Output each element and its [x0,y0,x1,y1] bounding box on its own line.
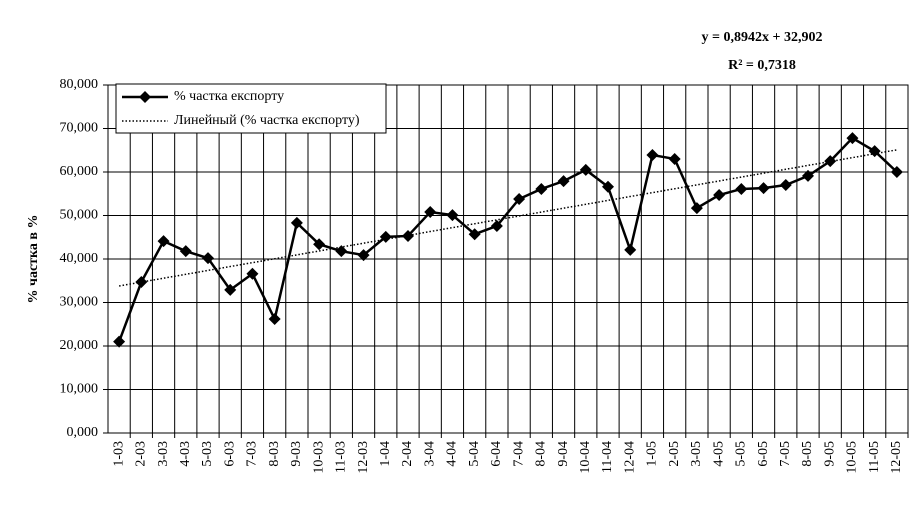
x-tick-label: 4-04 [445,441,460,467]
y-tick-label: 70,000 [60,121,99,136]
x-tick-label: 3-05 [689,441,704,467]
point [468,228,481,241]
point [179,245,192,258]
point [735,182,748,195]
point [446,209,459,222]
y-tick-label: 50,000 [60,208,99,223]
x-tick-label: 3-04 [422,441,437,467]
point [224,283,237,296]
y-tick-label: 20,000 [60,338,99,353]
point [135,276,148,289]
x-tick-label: 9-03 [289,441,304,467]
x-tick-label: 9-04 [556,441,571,467]
point [113,335,126,348]
legend-label: Линейный (% частка експорту) [174,113,360,128]
x-tick-label: 1-05 [645,441,660,467]
point [668,152,681,165]
x-tick-label: 12-04 [622,441,637,474]
x-tick-label: 11-04 [600,441,615,473]
point [557,175,570,188]
x-tick-label: 4-03 [178,441,193,467]
point [246,267,259,280]
x-tick-label: 7-03 [245,441,260,467]
x-tick-label: 6-04 [489,441,504,467]
x-tick-label: 1-04 [378,441,393,467]
point [646,149,659,162]
y-tick-label: 60,000 [60,164,99,179]
point [379,230,392,243]
x-tick-label: 1-03 [111,441,126,467]
x-tick-label: 2-04 [400,441,415,467]
point [713,189,726,202]
r-squared: R² = 0,7318 [728,58,796,73]
legend-box [115,83,387,134]
x-tick-label: 7-05 [778,441,793,467]
x-tick-label: 2-05 [667,441,682,467]
point [490,219,503,232]
point [602,180,614,193]
x-tick-label: 5-03 [200,441,215,467]
x-tick-label: 8-04 [534,441,549,467]
x-tick-label: 12-05 [889,441,904,474]
x-tick-label: 5-04 [467,441,482,467]
point [513,192,526,205]
point [690,202,703,215]
point [313,238,326,251]
x-tick-label: 11-03 [334,441,349,473]
y-tick-label: 80,000 [60,77,99,92]
point [357,249,370,262]
point [890,166,903,178]
x-tick-label: 10-05 [845,441,860,474]
x-tick-label: 8-03 [267,441,282,467]
point [779,179,792,192]
x-tick-label: 6-05 [756,441,771,467]
x-tick-label: 8-05 [800,441,815,467]
x-tick-label: 2-03 [134,441,149,467]
plot-border [107,84,909,434]
trend-line [118,149,898,287]
point [802,169,814,182]
x-tick-label: 12-03 [356,441,371,474]
trend-equation: y = 0,8942x + 32,902 [702,30,823,45]
y-tick-label: 30,000 [60,295,99,310]
x-tick-label: 4-05 [711,441,726,467]
x-tick-label: 9-05 [822,441,837,467]
legend-marker [139,91,151,103]
point [402,229,414,242]
point [335,245,348,258]
y-axis-label: % частка в % [26,215,41,304]
x-tick-label: 11-05 [867,441,882,473]
point [624,243,637,256]
x-tick-label: 5-05 [734,441,749,467]
point [268,313,281,326]
x-tick-label: 3-03 [156,441,171,467]
y-tick-label: 0,000 [67,425,99,440]
x-tick-label: 6-03 [222,441,237,467]
point [757,182,770,195]
point [290,216,303,229]
x-tick-label: 7-04 [511,441,526,467]
point [202,252,214,265]
point [535,182,548,195]
point [157,235,170,248]
legend-label: % частка експорту [174,89,284,104]
point [579,163,592,176]
x-tick-label: 10-04 [578,441,593,474]
point [846,132,859,145]
x-tick-label: 10-03 [311,441,326,474]
y-tick-label: 40,000 [60,251,99,266]
y-tick-label: 10,000 [60,382,99,397]
point [424,206,437,219]
